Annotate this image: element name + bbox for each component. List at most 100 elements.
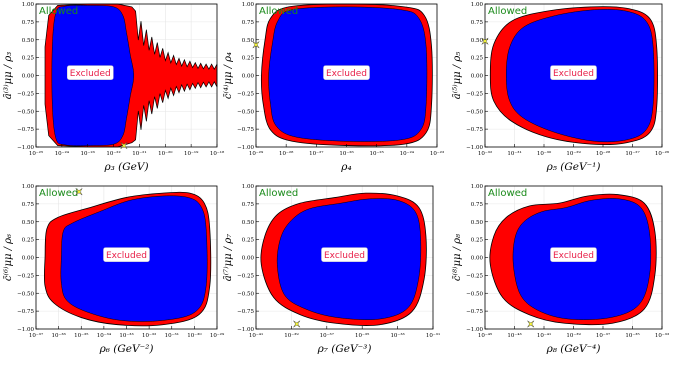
excluded-label-box [550,65,597,80]
excluded-label-box [103,247,150,262]
y-tick-label: 0.75 [242,20,255,26]
y-axis-label: c̄⁽⁴⁾μμ / ρ₄ [223,52,234,99]
excluded-label: Excluded [553,69,594,79]
y-tick-label: 0.25 [242,56,255,62]
x-tick-label: 10⁻⁴¹ [537,332,551,339]
x-tick-label: 10⁻¹⁹ [184,150,199,157]
excluded-label-box [321,247,368,262]
panel-3: 10⁻³² 10⁻³¹ 10⁻³⁰ 10⁻²⁹ 10⁻²⁸ 10⁻²⁷ 10⁻²⁶ 1.00 0… [452,2,670,173]
y-tick-label: −0.75 [17,127,34,133]
y-axis-label: ȃ⁽⁷⁾μμ / ρ₇ [223,234,234,282]
y-tick-label: 0.25 [242,238,255,244]
excluded-label-box [67,65,114,80]
x-tick-label: 10⁻³³ [390,332,404,339]
x-tick-label: 10⁻²⁴ [55,150,70,157]
panel-4: 10⁻³⁷ 10⁻³⁶ 10⁻³⁵ 10⁻³⁴ 10⁻³³ 10⁻³² 10⁻³¹ 10⁻³⁰… [3,184,225,355]
panel-2: 10⁻²⁹ 10⁻²⁸ 10⁻²⁷ 10⁻²⁶ 10⁻²⁵ 10⁻²⁴ 10⁻²³ 1.00 0… [223,2,444,173]
x-tick-label: 10⁻²⁹ [210,332,225,339]
x-tick-label: 10⁻³¹ [426,332,440,339]
excluded-label: Excluded [553,251,594,261]
y-tick-label: 1.00 [471,184,484,190]
y-tick-label: −0.75 [237,309,254,315]
y-tick-label: −0.25 [466,273,483,279]
marker-x [75,188,83,196]
y-tick-label: 0.50 [471,38,484,44]
y-tick-label: −0.75 [466,309,483,315]
y-tick-label: 0.75 [471,202,484,208]
y-tick-label: −1.00 [466,145,483,151]
panel-6: 10⁻⁴⁵ 10⁻⁴³ 10⁻⁴¹ 10⁻³⁹ 10⁻³⁷ 10⁻³⁵ 10⁻³³ 1.00 0… [452,184,669,355]
x-tick-label: 10⁻³⁷ [29,332,44,339]
allowed-label: Allowed [488,188,527,199]
x-axis-label: ρ₈ (GeV⁻⁴) [546,343,601,355]
x-tick-label: 10⁻⁴¹ [249,332,263,339]
x-tick-label: 10⁻³¹ [507,150,521,157]
x-tick-label: 10⁻²⁹ [566,150,581,157]
x-tick-label: 10⁻²⁶ [655,150,670,157]
y-tick-label: 0.00 [471,74,484,80]
allowed-label: Allowed [39,6,78,17]
y-tick-label: −1.00 [17,327,34,333]
excluded-label-box [323,65,370,80]
y-tick-label: 1.00 [242,184,255,190]
y-tick-label: −1.00 [17,145,34,151]
x-tick-label: 10⁻³⁹ [284,332,299,339]
y-tick-label: 0.25 [471,56,484,62]
y-tick-label: 0.25 [22,238,35,244]
y-tick-label: 0.00 [22,74,35,80]
y-tick-label: −0.50 [237,109,254,115]
excluded-label-box [550,247,597,262]
y-tick-label: −1.00 [466,327,483,333]
y-tick-label: −0.75 [466,127,483,133]
marker-x [120,142,128,149]
y-tick-label: 1.00 [242,2,255,8]
y-tick-label: 0.25 [471,238,484,244]
y-tick-label: 0.00 [22,256,35,262]
panel-1: 10⁻²⁵ 10⁻²⁴ 10⁻²³ 10⁻²² 10⁻²¹ 10⁻²⁰ 10⁻¹⁹ 10⁻¹⁸… [3,2,225,173]
y-tick-label: 0.75 [242,202,255,208]
x-tick-label: 10⁻³⁷ [596,332,611,339]
y-tick-label: 1.00 [471,2,484,8]
x-tick-label: 10⁻³⁷ [320,332,335,339]
y-tick-label: 0.00 [242,256,255,262]
x-tick-label: 10⁻²⁷ [625,150,640,157]
excluded-label: Excluded [326,69,367,79]
x-tick-label: 10⁻³⁵ [625,332,639,339]
y-tick-label: −0.50 [237,291,254,297]
y-axis-label: ȃ⁽⁵⁾μμ / ρ₅ [452,52,463,100]
y-axis-label: c̄⁽⁸⁾μμ / ρ₈ [452,234,463,281]
x-tick-label: 10⁻²³ [81,150,95,157]
y-tick-label: 0.00 [242,74,255,80]
y-tick-label: 0.50 [242,220,255,226]
x-tick-label: 10⁻²⁵ [29,150,43,157]
x-tick-label: 10⁻³⁵ [355,332,369,339]
x-tick-label: 10⁻³⁶ [51,332,66,339]
y-tick-label: −0.25 [237,91,254,97]
y-tick-label: −0.25 [466,91,483,97]
y-tick-label: −0.50 [17,109,34,115]
marker-x [481,37,489,45]
x-tick-label: 10⁻³⁰ [187,332,202,339]
x-tick-label: 10⁻⁴⁵ [478,332,492,339]
y-tick-label: 0.25 [22,56,35,62]
panel-5: 10⁻⁴¹ 10⁻³⁹ 10⁻³⁷ 10⁻³⁵ 10⁻³³ 10⁻³¹ 1.00 0.75 0.… [223,184,440,355]
x-tick-label: 10⁻³² [478,150,492,157]
y-tick-label: 0.50 [22,38,35,44]
x-axis-label: ρ₃ (GeV) [103,161,148,173]
y-tick-label: 0.75 [471,20,484,26]
x-axis-label: ρ₅ (GeV⁻¹) [546,161,601,173]
y-tick-label: −0.75 [17,309,34,315]
x-tick-label: 10⁻²⁸ [596,150,611,157]
y-tick-label: −0.50 [17,291,34,297]
y-tick-label: 0.00 [471,256,484,262]
allowed-label: Allowed [39,188,78,199]
x-axis-label: ρ₄ [340,161,351,173]
excluded-label: Excluded [70,69,111,79]
excluded-label: Excluded [106,251,147,261]
y-tick-label: −0.25 [17,91,34,97]
y-tick-label: −0.50 [466,291,483,297]
y-tick-label: 0.75 [22,202,35,208]
marker-x [527,320,535,328]
y-axis-label: ȃ⁽³⁾μμ / ρ₃ [3,52,14,100]
y-tick-label: −0.75 [237,127,254,133]
